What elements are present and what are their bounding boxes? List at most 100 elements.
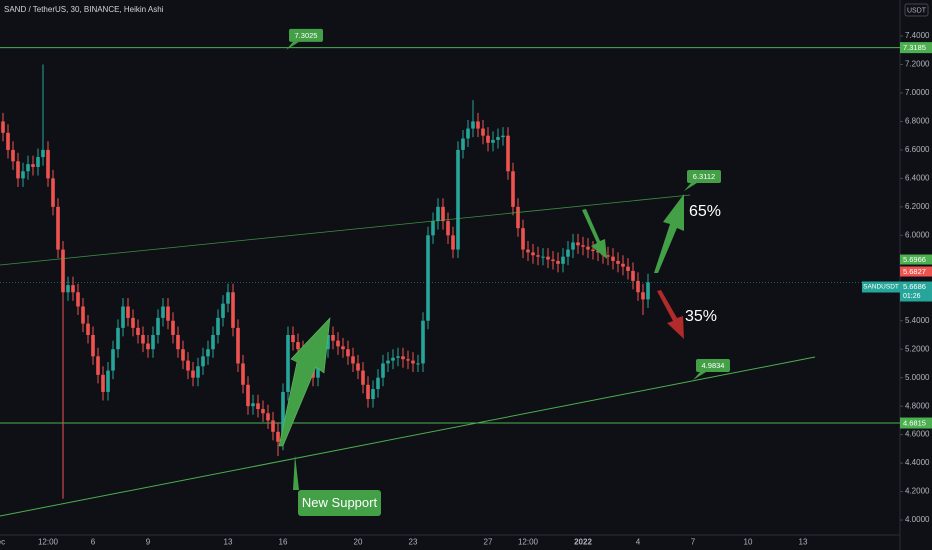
candle-body — [181, 349, 185, 361]
candle-body — [631, 270, 635, 281]
y-tick-label: 7.0000 — [905, 88, 930, 97]
candle-body — [491, 139, 495, 143]
x-tick-label: 10 — [744, 538, 753, 547]
candle-body — [106, 370, 110, 392]
candle-body — [441, 206, 445, 222]
candle-body — [606, 255, 610, 257]
candle-body — [616, 260, 620, 264]
candle-body — [81, 306, 85, 324]
bull-arrow — [654, 194, 684, 273]
candle-body — [591, 249, 595, 251]
candle-body — [481, 128, 485, 136]
candle-body — [196, 366, 200, 378]
y-tick-label: 4.0000 — [905, 515, 930, 524]
candle-body — [6, 132, 10, 150]
candle-body — [246, 384, 250, 407]
candle-body — [351, 356, 355, 364]
y-tick-label: 4.8000 — [905, 401, 930, 410]
candle-body — [266, 413, 270, 421]
candle-body — [611, 256, 615, 261]
up-arrow — [278, 317, 331, 447]
candle-body — [46, 149, 50, 179]
price-tag — [900, 281, 932, 302]
x-tick-label: 9 — [146, 538, 151, 547]
y-tick-label: 4.6000 — [905, 430, 930, 439]
candle-body — [641, 292, 645, 300]
candle-body — [1, 121, 5, 133]
x-tick-label: 13 — [799, 538, 808, 547]
candle-body — [496, 137, 500, 140]
candle-body — [206, 349, 210, 357]
candle-body — [21, 171, 25, 179]
y-tick-label: 5.4000 — [905, 316, 930, 325]
candle-body — [541, 256, 545, 258]
candle-body — [341, 346, 345, 350]
price-line-tag — [900, 42, 932, 54]
currency: USDT — [907, 7, 927, 14]
candle-body — [286, 334, 290, 392]
x-tick-label: 12:00 — [38, 538, 59, 547]
candle-body — [416, 363, 420, 365]
candle-body — [531, 252, 535, 256]
candle-body — [361, 370, 365, 385]
price-line-label: 4.6815 — [903, 419, 926, 428]
candle-body — [421, 320, 425, 364]
candle-body — [581, 245, 585, 247]
candle-body — [176, 334, 180, 350]
candle-body — [521, 228, 525, 250]
down-trend-arrow — [582, 209, 607, 259]
price-tag-label: 5.6827 — [903, 267, 926, 276]
upper-trend-line — [0, 194, 691, 266]
candle-body — [231, 292, 235, 328]
candle-body — [151, 334, 155, 350]
candle-body — [456, 149, 460, 250]
candle-body — [436, 206, 440, 222]
candle-body — [386, 360, 390, 364]
candle-body — [261, 409, 265, 414]
chart-title: SAND / TetherUS, 30, BINANCE, Heikin Ash… — [4, 5, 164, 14]
candle-body — [61, 249, 65, 293]
plot-area — [0, 47, 900, 499]
candle-body — [551, 259, 555, 261]
price-tag-label: 5.6686 — [903, 282, 926, 291]
candle-body — [36, 157, 40, 167]
candle-body — [506, 135, 510, 172]
candle-body — [56, 206, 60, 250]
candle-body — [381, 363, 385, 378]
x-tick-label: Dec — [0, 538, 5, 547]
x-tick-label: 12:00 — [518, 538, 539, 547]
candle-body — [186, 360, 190, 371]
x-tick-label: 2022 — [574, 538, 592, 547]
candle-body — [96, 356, 100, 375]
candle-body — [221, 303, 225, 318]
callout-box — [696, 359, 730, 373]
candle-body — [596, 250, 600, 253]
candle-body — [571, 242, 575, 250]
candle-body — [401, 356, 405, 360]
candle-body — [166, 306, 170, 321]
callout-label: 7.3025 — [295, 31, 318, 40]
candle-body — [566, 249, 570, 257]
callout-label: 4.9834 — [702, 361, 725, 370]
y-tick-label: 6.4000 — [905, 173, 930, 182]
candle-body — [171, 320, 175, 335]
candle-body — [446, 221, 450, 236]
candle-body — [546, 256, 550, 260]
x-tick-label: 7 — [691, 538, 696, 547]
candle-body — [451, 235, 455, 250]
candle-body — [31, 164, 35, 167]
candle-body — [226, 292, 230, 304]
candle-body — [241, 363, 245, 385]
y-tick-label: 6.0000 — [905, 230, 930, 239]
price-line-tag — [900, 417, 932, 429]
y-tick-label: 6.8000 — [905, 117, 930, 126]
callout-pointer — [286, 41, 299, 50]
x-tick-label: 23 — [409, 538, 418, 547]
candle-body — [391, 357, 395, 361]
candle-body — [121, 306, 125, 328]
candle-body — [71, 285, 75, 293]
candle-body — [291, 334, 295, 343]
candle-body — [16, 161, 20, 179]
candle-body — [271, 420, 275, 432]
